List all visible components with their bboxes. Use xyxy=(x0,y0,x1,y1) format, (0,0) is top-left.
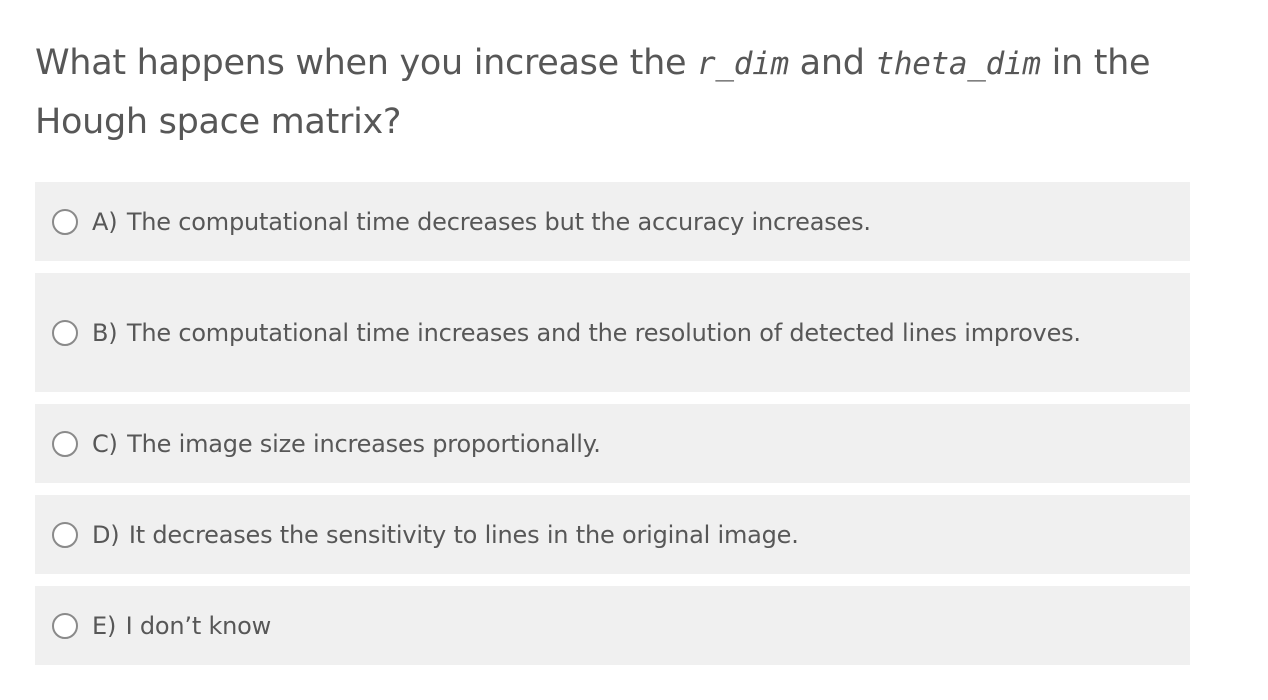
option-letter: A) xyxy=(92,207,118,236)
radio-icon[interactable] xyxy=(52,430,78,457)
answer-options: A) The computational time decreases but … xyxy=(35,182,1190,677)
option-label: A) The computational time decreases but … xyxy=(92,202,911,242)
option-e[interactable]: E) I don’t know xyxy=(35,586,1190,665)
radio-icon[interactable] xyxy=(52,612,78,639)
radio-icon[interactable] xyxy=(52,319,78,346)
radio-icon[interactable] xyxy=(52,208,78,235)
option-letter: D) xyxy=(92,520,120,549)
question-prefix: What happens when you increase the xyxy=(35,43,698,83)
option-label: E) I don’t know xyxy=(92,606,311,646)
option-b[interactable]: B) The computational time increases and … xyxy=(35,273,1190,392)
option-text: I don’t know xyxy=(118,611,272,640)
option-label: D) It decreases the sensitivity to lines… xyxy=(92,515,839,555)
option-text: The computational time decreases but the… xyxy=(119,207,871,236)
option-text: The image size increases proportionally. xyxy=(119,429,601,458)
option-d[interactable]: D) It decreases the sensitivity to lines… xyxy=(35,495,1190,574)
option-label: B) The computational time increases and … xyxy=(92,313,1121,353)
option-c[interactable]: C) The image size increases proportional… xyxy=(35,404,1190,483)
option-letter: C) xyxy=(92,429,118,458)
option-a[interactable]: A) The computational time decreases but … xyxy=(35,182,1190,261)
option-label: C) The image size increases proportional… xyxy=(92,424,641,464)
code-r-dim: r_dim xyxy=(697,46,789,82)
code-theta-dim: theta_dim xyxy=(875,46,1041,82)
option-text: The computational time increases and the… xyxy=(119,318,1081,347)
question-text: What happens when you increase the r_dim… xyxy=(35,34,1225,151)
radio-icon[interactable] xyxy=(52,521,78,548)
question-suffix: in the Hough space matrix? xyxy=(35,43,1151,142)
option-letter: E) xyxy=(92,611,117,640)
question-middle: and xyxy=(788,43,876,83)
option-letter: B) xyxy=(92,318,118,347)
option-text: It decreases the sensitivity to lines in… xyxy=(121,520,799,549)
